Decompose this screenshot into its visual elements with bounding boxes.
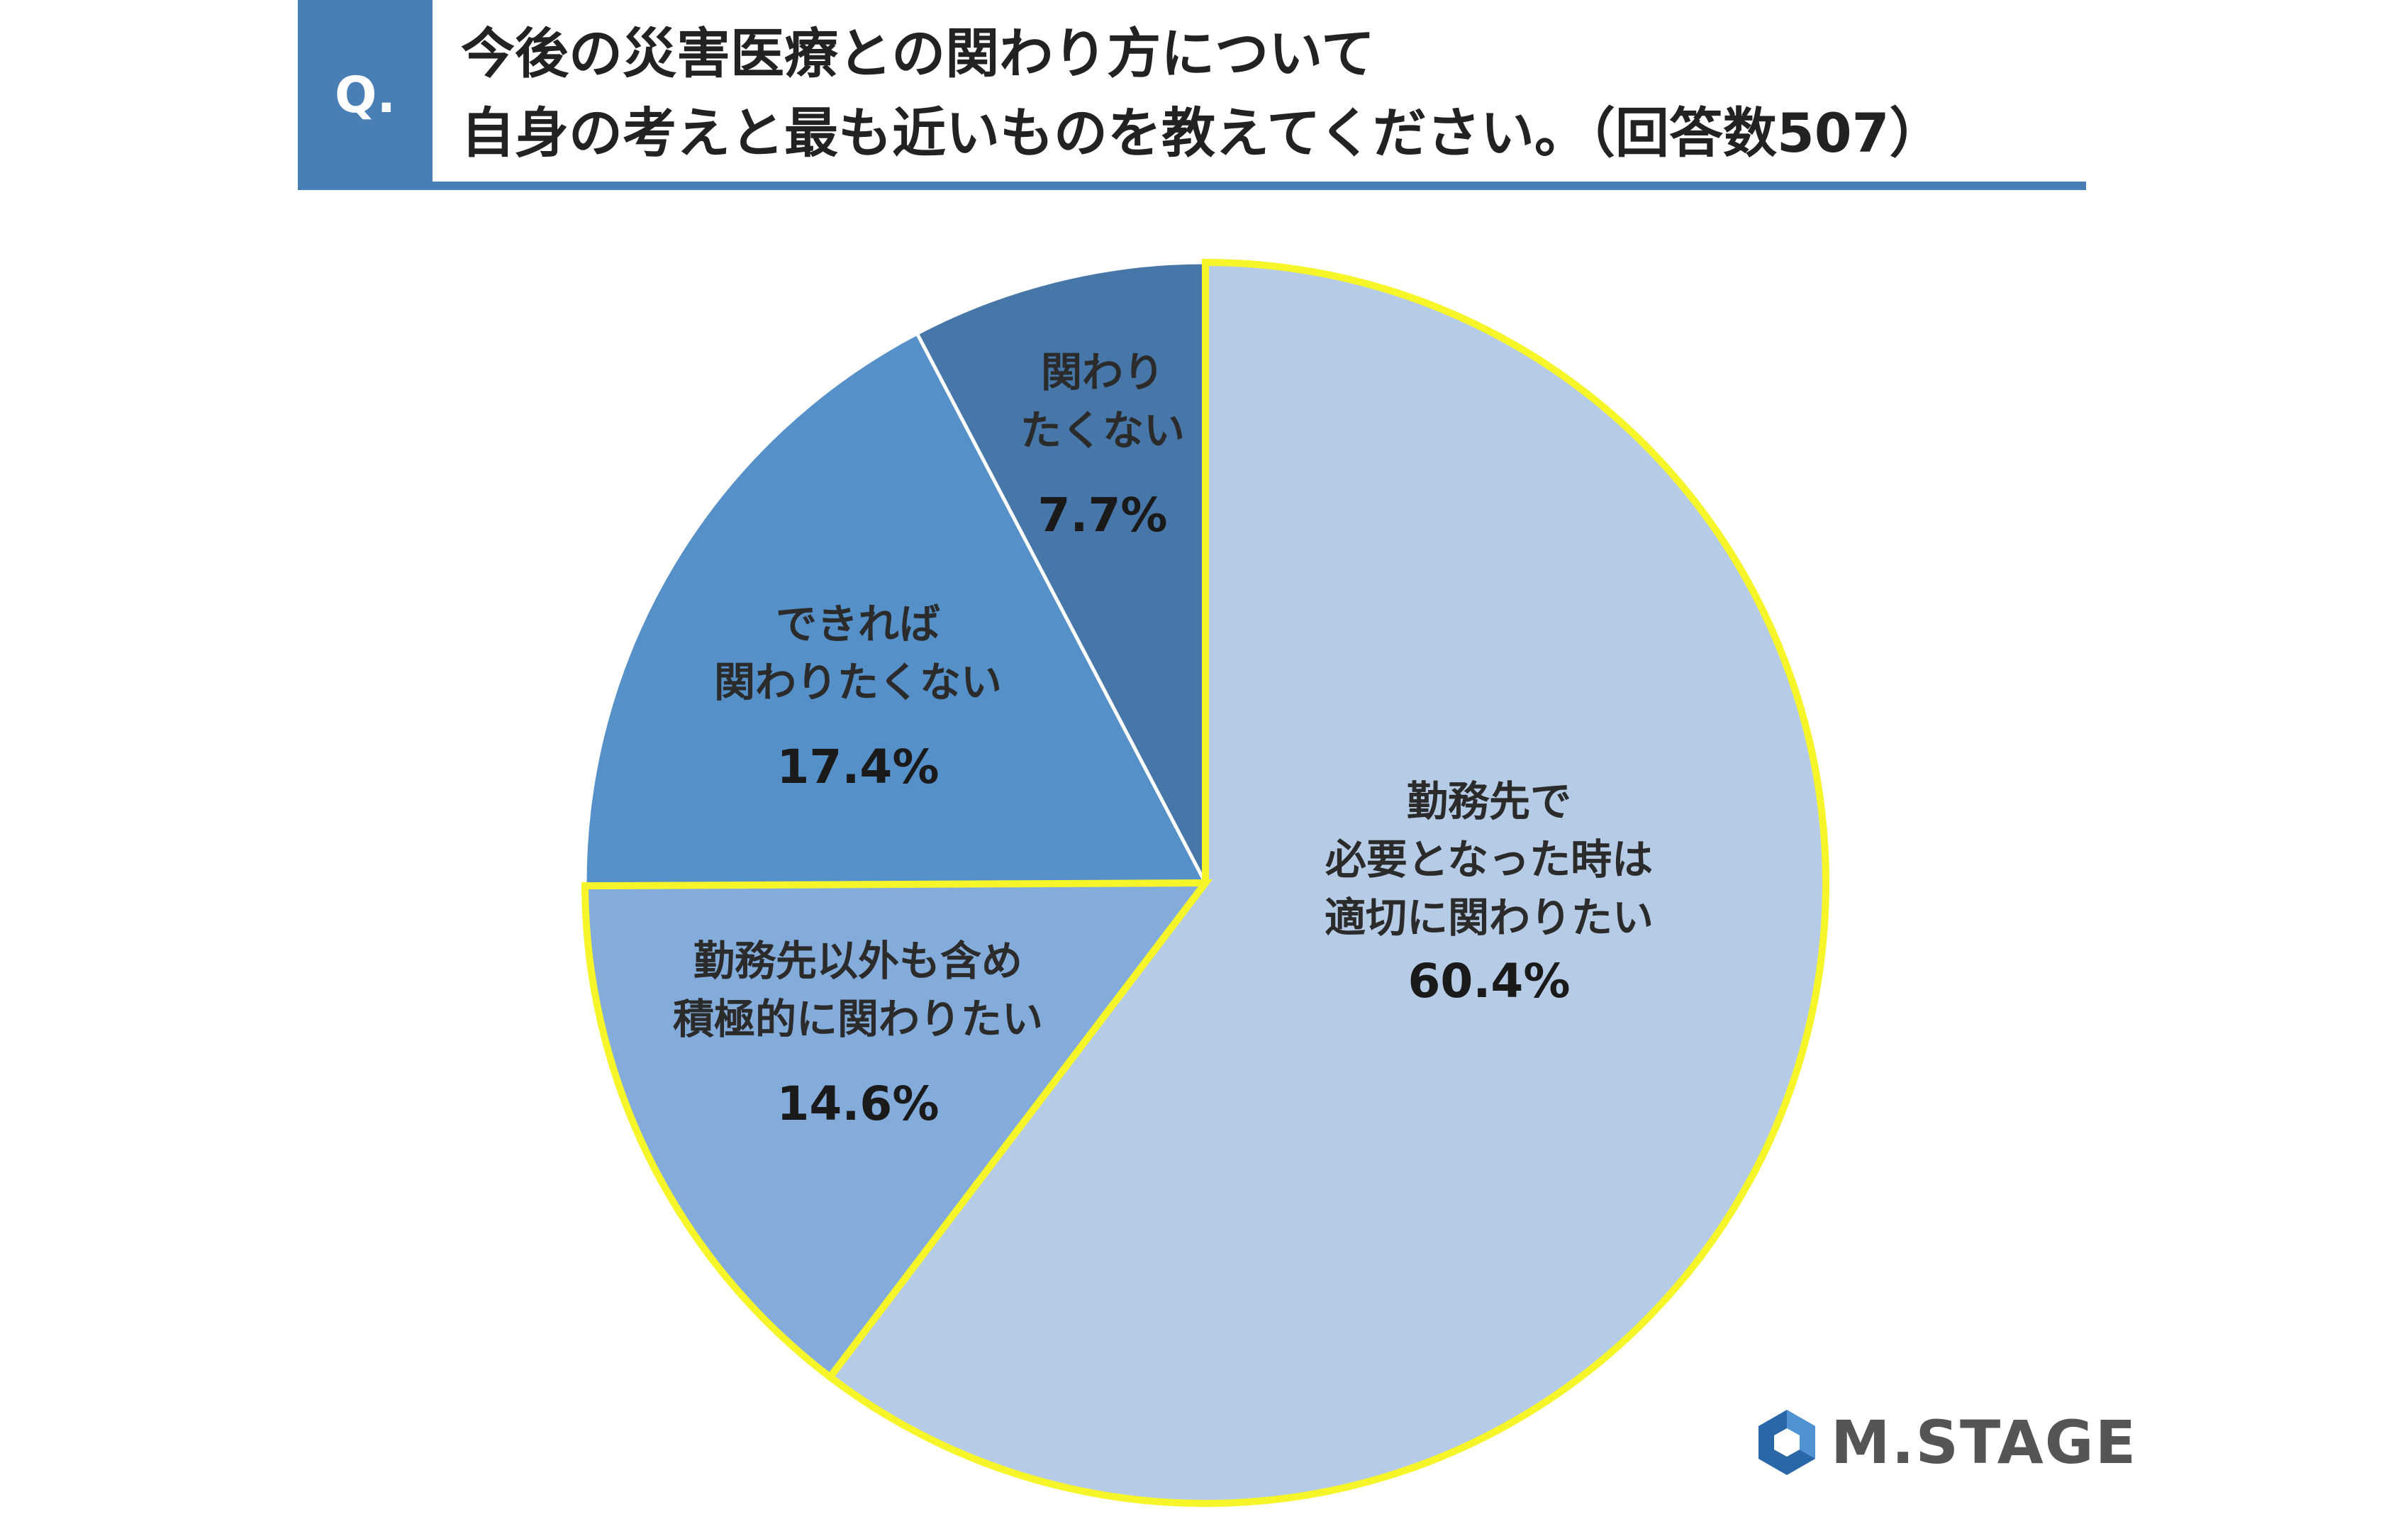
slice-value-1: 60.4% <box>1408 954 1571 1008</box>
slice-value-4: 7.7% <box>1037 488 1167 543</box>
slice-label-1-line-1: 勤務先で <box>1407 777 1571 825</box>
pie-slice-3 <box>583 330 1209 888</box>
slice-label-3-line-1: できれば <box>776 600 940 648</box>
slice-label-4-line-1: 関わり <box>1041 348 1164 396</box>
slice-label-2-line-2: 積極的に関わりたい <box>673 995 1043 1043</box>
slice-label-4-line-2: たくない <box>1020 406 1185 455</box>
question-line-2: 自身の考えと最も近いものを教えてください。（回答数507） <box>461 101 1944 165</box>
slice-value-3: 17.4% <box>777 740 940 794</box>
slice-label-2-line-1: 勤務先以外も含め <box>693 937 1022 985</box>
slice-label-1-line-3: 適切に関わりたい <box>1325 894 1654 942</box>
logo-text: M.STAGE <box>1831 1408 2138 1477</box>
pie-slice-highlight-1 <box>825 258 1830 1507</box>
hexagon-logo-icon <box>1758 1410 1815 1475</box>
slice-value-2: 14.6% <box>777 1077 940 1131</box>
question-badge: Q. <box>298 0 433 190</box>
slice-label-3-line-2: 関わりたくない <box>714 658 1002 706</box>
header-underline <box>433 182 2086 190</box>
question-title: 今後の災害医療との関わり方について 自身の考えと最も近いものを教えてください。（… <box>461 14 1944 173</box>
slice-label-1-line-2: 必要となった時は <box>1325 835 1653 884</box>
brand-logo: M.STAGE <box>1758 1408 2137 1477</box>
question-line-1: 今後の災害医療との関わり方について <box>461 22 1375 85</box>
pie-slice-highlight-2 <box>581 879 1213 1382</box>
question-badge-label: Q. <box>334 66 396 124</box>
pie-slice-4 <box>914 260 1208 884</box>
